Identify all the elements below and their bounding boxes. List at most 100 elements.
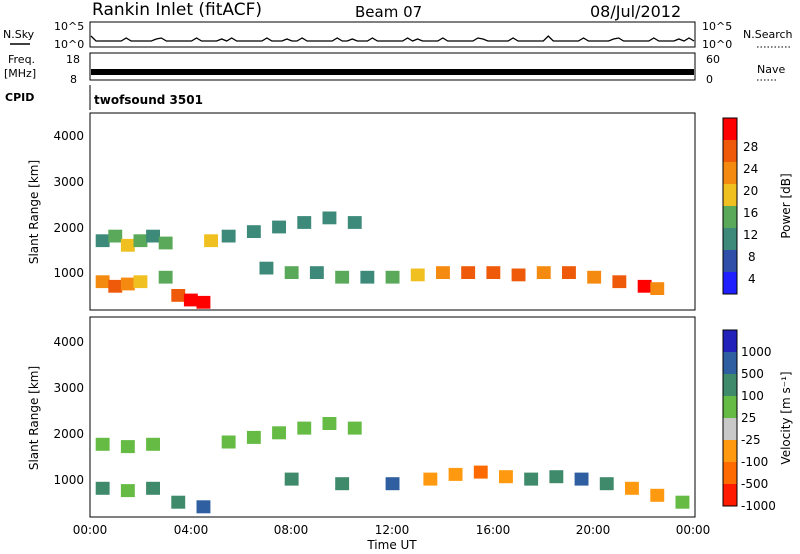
nsearch-label: N.Search xyxy=(743,28,793,41)
heatmap-cell xyxy=(246,225,261,238)
velocity-cells xyxy=(95,417,690,514)
nave-label: Nave xyxy=(757,63,785,76)
heatmap-cell xyxy=(171,495,186,509)
heatmap-cell xyxy=(204,234,218,248)
heatmap-cell xyxy=(625,481,639,495)
power-ytick: 4000 xyxy=(53,129,84,143)
heatmap-cell xyxy=(486,266,501,279)
heatmap-cell xyxy=(524,472,539,486)
nave-tick-top: 60 xyxy=(706,53,720,66)
colorbar-segment xyxy=(723,228,737,251)
heatmap-cell xyxy=(587,270,602,284)
colorbar-segment xyxy=(723,440,737,463)
heatmap-cell xyxy=(183,293,198,307)
heatmap-cell xyxy=(221,229,236,243)
velocity-cbar-tick: -25 xyxy=(741,433,761,447)
power-cbar-tick: 20 xyxy=(743,184,758,198)
heatmap-cell xyxy=(309,266,324,279)
heatmap-cell xyxy=(95,481,110,495)
heatmap-cell xyxy=(599,477,614,491)
heatmap-cell xyxy=(120,484,135,498)
freq-unit: [MHz] xyxy=(4,67,36,80)
heatmap-cell xyxy=(322,211,337,225)
heatmap-cell xyxy=(158,236,173,250)
heatmap-cell xyxy=(650,282,665,295)
power-ytick: 1000 xyxy=(53,266,84,280)
velocity-cbar-tick: 1000 xyxy=(741,345,772,359)
heatmap-cell xyxy=(360,270,375,284)
colorbar-segment xyxy=(723,418,737,441)
velocity-cbar-tick: 25 xyxy=(741,411,756,425)
heatmap-cell xyxy=(297,216,312,229)
cpid-value: twofsound 3501 xyxy=(94,93,203,107)
velocity-cbar-tick: 500 xyxy=(741,367,764,381)
velocity-colorbar-label: Velocity [m s⁻¹] xyxy=(779,371,793,464)
freq-strip-frame xyxy=(89,52,696,81)
cpid-label: CPID xyxy=(5,91,34,104)
xaxis-title: Time UT xyxy=(366,538,417,552)
velocity-cbar-tick: -100 xyxy=(741,455,768,469)
heatmap-cell xyxy=(133,234,148,248)
colorbar-segment xyxy=(723,184,737,207)
velocity-ylabel: Slant Range [km] xyxy=(27,366,41,470)
heatmap-cell xyxy=(511,268,526,282)
nave-tick-bottom: 0 xyxy=(706,73,713,86)
date-title: 08/Jul/2012 xyxy=(590,2,681,21)
station-title: Rankin Inlet (fitACF) xyxy=(92,0,262,20)
nsky-tick-top: 10^5 xyxy=(54,20,84,33)
colorbar-segment xyxy=(723,330,737,353)
velocity-ytick: 3000 xyxy=(53,381,84,395)
power-colorbar-frame xyxy=(722,117,738,295)
heatmap-cell xyxy=(284,472,299,486)
xtick-label: 04:00 xyxy=(174,523,209,537)
heatmap-cell xyxy=(297,421,312,435)
xtick-label: 16:00 xyxy=(476,523,511,537)
velocity-panel-frame xyxy=(89,316,696,518)
heatmap-cell xyxy=(335,477,350,491)
velocity-yticks: 4000 3000 2000 1000 xyxy=(53,335,84,487)
heatmap-cell xyxy=(196,295,211,309)
heatmap-cell xyxy=(246,430,261,444)
heatmap-cell xyxy=(675,495,690,509)
freq-band xyxy=(91,69,694,75)
power-colorbar-ticks: 28 24 20 16 12 8 4 xyxy=(743,140,758,286)
nsearch-tick-bottom: 10^0 xyxy=(702,38,732,51)
velocity-cbar-tick: -500 xyxy=(741,477,768,491)
freq-tick-bottom: 8 xyxy=(70,73,77,86)
heatmap-cell xyxy=(385,270,400,284)
freq-label: Freq. xyxy=(8,53,35,66)
power-yticks: 4000 3000 2000 1000 xyxy=(53,129,84,280)
power-cbar-tick: 28 xyxy=(743,140,758,154)
nsky-strip-frame xyxy=(89,21,696,48)
colorbar-segment xyxy=(723,352,737,375)
colorbar-segment xyxy=(723,272,737,295)
heatmap-cell xyxy=(120,238,135,252)
heatmap-cell xyxy=(448,467,463,481)
velocity-cbar-tick: -1000 xyxy=(741,499,776,513)
xtick-label: 00:00 xyxy=(676,523,711,537)
nsky-tick-bottom: 10^0 xyxy=(54,38,84,51)
heatmap-cell xyxy=(612,275,627,289)
heatmap-cell xyxy=(461,266,476,279)
heatmap-cell xyxy=(347,421,362,435)
heatmap-cell xyxy=(574,472,589,486)
xtick-label: 20:00 xyxy=(576,523,611,537)
heatmap-cell xyxy=(221,435,236,449)
heatmap-cell xyxy=(272,426,286,440)
colorbar-segment xyxy=(723,118,737,141)
power-colorbar-label: Power [dB] xyxy=(779,173,793,238)
heatmap-cell xyxy=(423,472,438,486)
velocity-colorbar-frame xyxy=(722,329,738,507)
heatmap-cell xyxy=(410,268,425,282)
heatmap-cell xyxy=(284,266,299,279)
colorbar-segment xyxy=(723,250,737,273)
heatmap-cell xyxy=(637,279,652,293)
heatmap-cell xyxy=(171,289,186,302)
xtick-label: 00:00 xyxy=(73,523,108,537)
heatmap-cell xyxy=(120,440,135,454)
colorbar-segment xyxy=(723,206,737,229)
colorbar-segment xyxy=(723,140,737,163)
power-colorbar xyxy=(723,118,737,295)
nsky-series xyxy=(90,35,695,42)
